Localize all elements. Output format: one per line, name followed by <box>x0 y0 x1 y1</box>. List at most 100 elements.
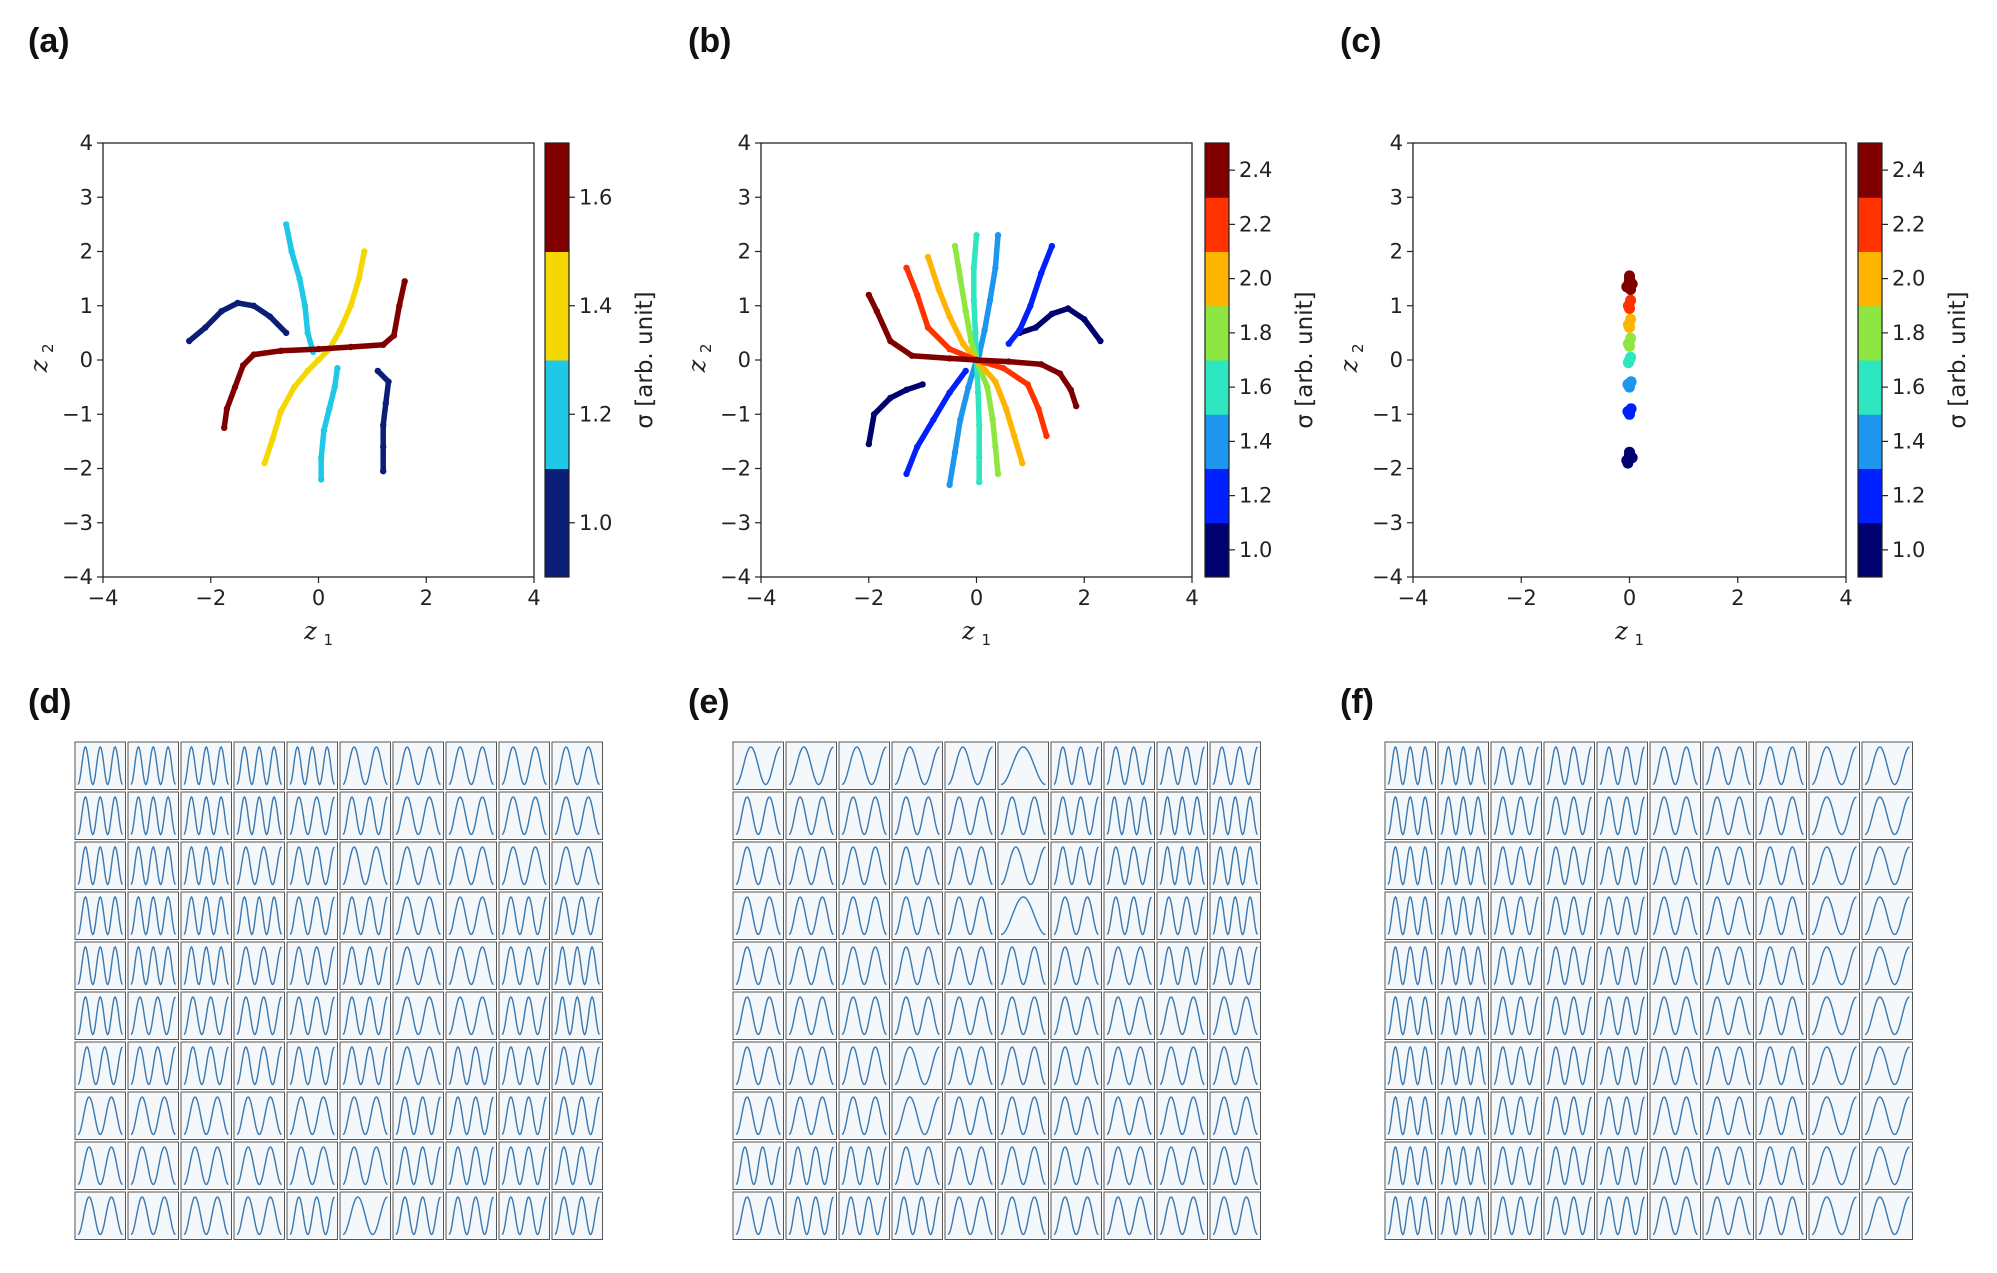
mini-plot-frame <box>1209 891 1261 940</box>
mini-plot <box>233 1191 285 1240</box>
data-point <box>914 291 921 299</box>
mini-plot-frame <box>339 1091 391 1140</box>
data-point <box>1016 327 1023 334</box>
mini-plot <box>1384 1041 1436 1090</box>
mini-plot-frame <box>1103 991 1155 1040</box>
mini-plot-curve <box>1599 896 1645 936</box>
data-point <box>261 459 268 467</box>
mini-plot-curve <box>841 796 887 836</box>
data-point <box>277 347 284 354</box>
colorbar-label: σ [arb. unit] <box>1292 291 1318 428</box>
mini-plot-frame <box>1156 1041 1208 1090</box>
mini-plot <box>785 941 837 990</box>
mini-plot-curve <box>395 1196 441 1236</box>
data-point <box>946 481 953 488</box>
mini-plot-frame <box>785 891 837 940</box>
mini-plot-curve <box>1387 845 1434 886</box>
mini-plot-frame <box>785 1041 837 1090</box>
mini-plot <box>1649 1191 1701 1240</box>
mini-plot-curve <box>77 1046 123 1086</box>
data-point <box>380 421 387 429</box>
mini-plot-curve <box>841 1196 887 1236</box>
mini-plot-curve <box>1387 995 1434 1036</box>
mini-plot <box>1050 891 1102 940</box>
mini-plot <box>286 1091 338 1140</box>
mini-plot-curve <box>1758 1096 1804 1136</box>
mini-plot <box>1861 1091 1913 1140</box>
mini-plot-frame <box>1209 1141 1261 1190</box>
mini-plot <box>1156 1191 1208 1240</box>
y-tick-label: −1 <box>720 402 751 426</box>
mini-plot <box>1755 1091 1807 1140</box>
y-tick-label: −4 <box>720 565 751 589</box>
data-point <box>1622 457 1634 469</box>
data-point <box>994 232 1002 239</box>
mini-plot-frame <box>392 741 444 790</box>
mini-plot-frame <box>233 1191 285 1240</box>
mini-plot <box>1490 1141 1542 1190</box>
mini-plot-frame <box>1384 991 1436 1040</box>
mini-plot <box>498 791 550 840</box>
data-series <box>221 278 408 431</box>
mini-plot-curve <box>1053 1146 1099 1186</box>
mini-plot-frame <box>1437 1091 1489 1140</box>
mini-plot <box>1103 991 1155 1040</box>
mini-plot <box>551 991 603 1040</box>
mini-plot <box>1649 791 1701 840</box>
mini-plot-curve <box>1440 745 1487 786</box>
mini-plot-frame <box>180 791 232 840</box>
mini-plot <box>1861 891 1913 940</box>
mini-plot-curve <box>1758 746 1804 786</box>
colorbar-band <box>1205 522 1229 578</box>
mini-plot-frame <box>127 891 179 940</box>
mini-plot <box>838 1141 890 1190</box>
mini-plot <box>1543 741 1595 790</box>
mini-plot-curve <box>1864 746 1910 786</box>
mini-plot-frame <box>997 991 1049 1040</box>
mini-plot <box>944 741 996 790</box>
data-point <box>1038 270 1045 277</box>
data-point <box>965 383 972 391</box>
data-point <box>1625 403 1637 415</box>
colorbar-tick-label: 1.6 <box>579 185 612 209</box>
mini-plot-frame <box>1437 791 1489 840</box>
mini-plot-curve <box>1652 896 1698 936</box>
mini-plot-frame <box>785 841 837 890</box>
mini-plot-curve <box>1864 1196 1910 1236</box>
data-point <box>1067 386 1075 393</box>
mini-plot-curve <box>1493 846 1539 886</box>
data-series <box>375 368 392 474</box>
mini-plot-frame <box>1384 941 1436 990</box>
mini-plot-frame <box>445 941 497 990</box>
mini-plot <box>1490 1091 1542 1140</box>
mini-plot-curve <box>1212 1096 1258 1136</box>
mini-plot-curve <box>788 1196 834 1236</box>
mini-plot-curve <box>1864 846 1910 886</box>
mini-plot <box>732 941 784 990</box>
mini-plot <box>1755 841 1807 890</box>
mini-plot-frame <box>997 791 1049 840</box>
mini-plot <box>1156 891 1208 940</box>
mini-plot <box>1861 841 1913 890</box>
colorbar-tick-label: 1.0 <box>1892 538 1925 562</box>
mini-plot <box>1490 941 1542 990</box>
mini-plot-curve <box>1546 1146 1592 1186</box>
mini-plot <box>838 1191 890 1240</box>
mini-plot-curve <box>342 1046 388 1086</box>
data-point <box>946 355 953 362</box>
x-tick-label: −4 <box>88 586 119 610</box>
mini-plot-frame <box>1209 791 1261 840</box>
mini-plot <box>1156 841 1208 890</box>
mini-plot-frame <box>1437 1141 1489 1190</box>
mini-plot-frame <box>1702 1141 1754 1190</box>
data-series <box>925 254 980 363</box>
mini-plot-curve <box>1705 946 1751 986</box>
mini-plot-curve <box>1546 896 1592 936</box>
mini-plot-curve <box>1000 1196 1046 1236</box>
mini-plot <box>838 1091 890 1140</box>
mini-plot-curve <box>735 1046 781 1086</box>
mini-plot <box>233 991 285 1040</box>
mini-plot-curve <box>183 1096 229 1136</box>
y-tick-label: 1 <box>1390 294 1403 318</box>
